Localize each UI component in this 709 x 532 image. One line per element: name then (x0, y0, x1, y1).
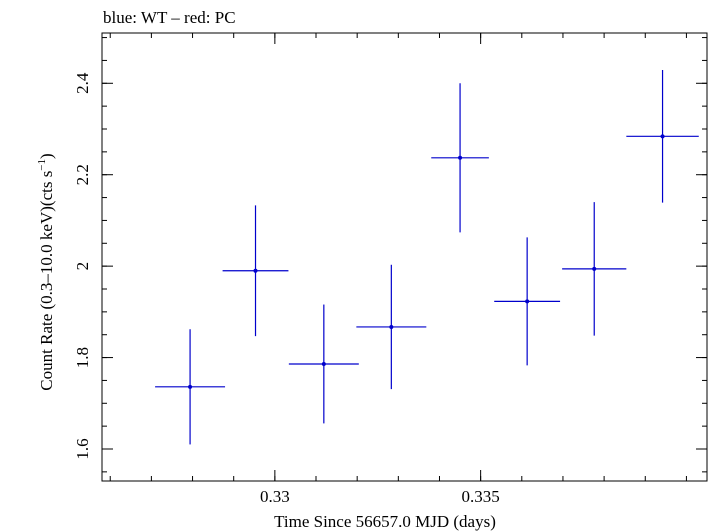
data-marker (458, 155, 463, 160)
data-point (356, 264, 427, 390)
y-axis-label-close: ) (37, 153, 56, 159)
data-point (288, 304, 359, 424)
data-marker (660, 134, 665, 139)
y-axis-label: Count Rate (0.3–10.0 keV)(cts s−1) (36, 153, 56, 390)
y-tick-label: 1.6 (73, 438, 92, 459)
x-axis-label: Time Since 56657.0 MJD (days) (274, 512, 496, 531)
data-point (562, 202, 627, 336)
data-point (222, 205, 289, 337)
data-point (626, 70, 699, 203)
x-tick-label: 0.33 (260, 487, 290, 506)
data-marker (389, 324, 394, 329)
x-axis: 0.33 0.335 (109, 33, 687, 506)
data-marker (253, 268, 258, 273)
y-axis-label-main: Count Rate (0.3–10.0 keV)(cts s (37, 171, 56, 391)
data-points (155, 70, 699, 445)
y-tick-label: 2 (73, 262, 92, 271)
x-tick-label: 0.335 (462, 487, 500, 506)
data-point (431, 83, 489, 233)
y-axis: 1.6 1.8 2 2.2 2.4 (73, 37, 707, 473)
data-marker (592, 266, 597, 271)
data-marker (525, 299, 530, 304)
data-point (494, 237, 561, 366)
y-tick-label: 2.4 (73, 72, 92, 94)
y-tick-label: 2.2 (73, 164, 92, 185)
y-tick-label: 1.8 (73, 347, 92, 368)
data-marker (321, 361, 326, 366)
data-point (155, 329, 226, 445)
data-marker (188, 384, 193, 389)
plot-frame (101, 32, 708, 482)
chart-title: blue: WT – red: PC (103, 8, 236, 27)
y-axis-label-exponent: −1 (36, 159, 48, 171)
